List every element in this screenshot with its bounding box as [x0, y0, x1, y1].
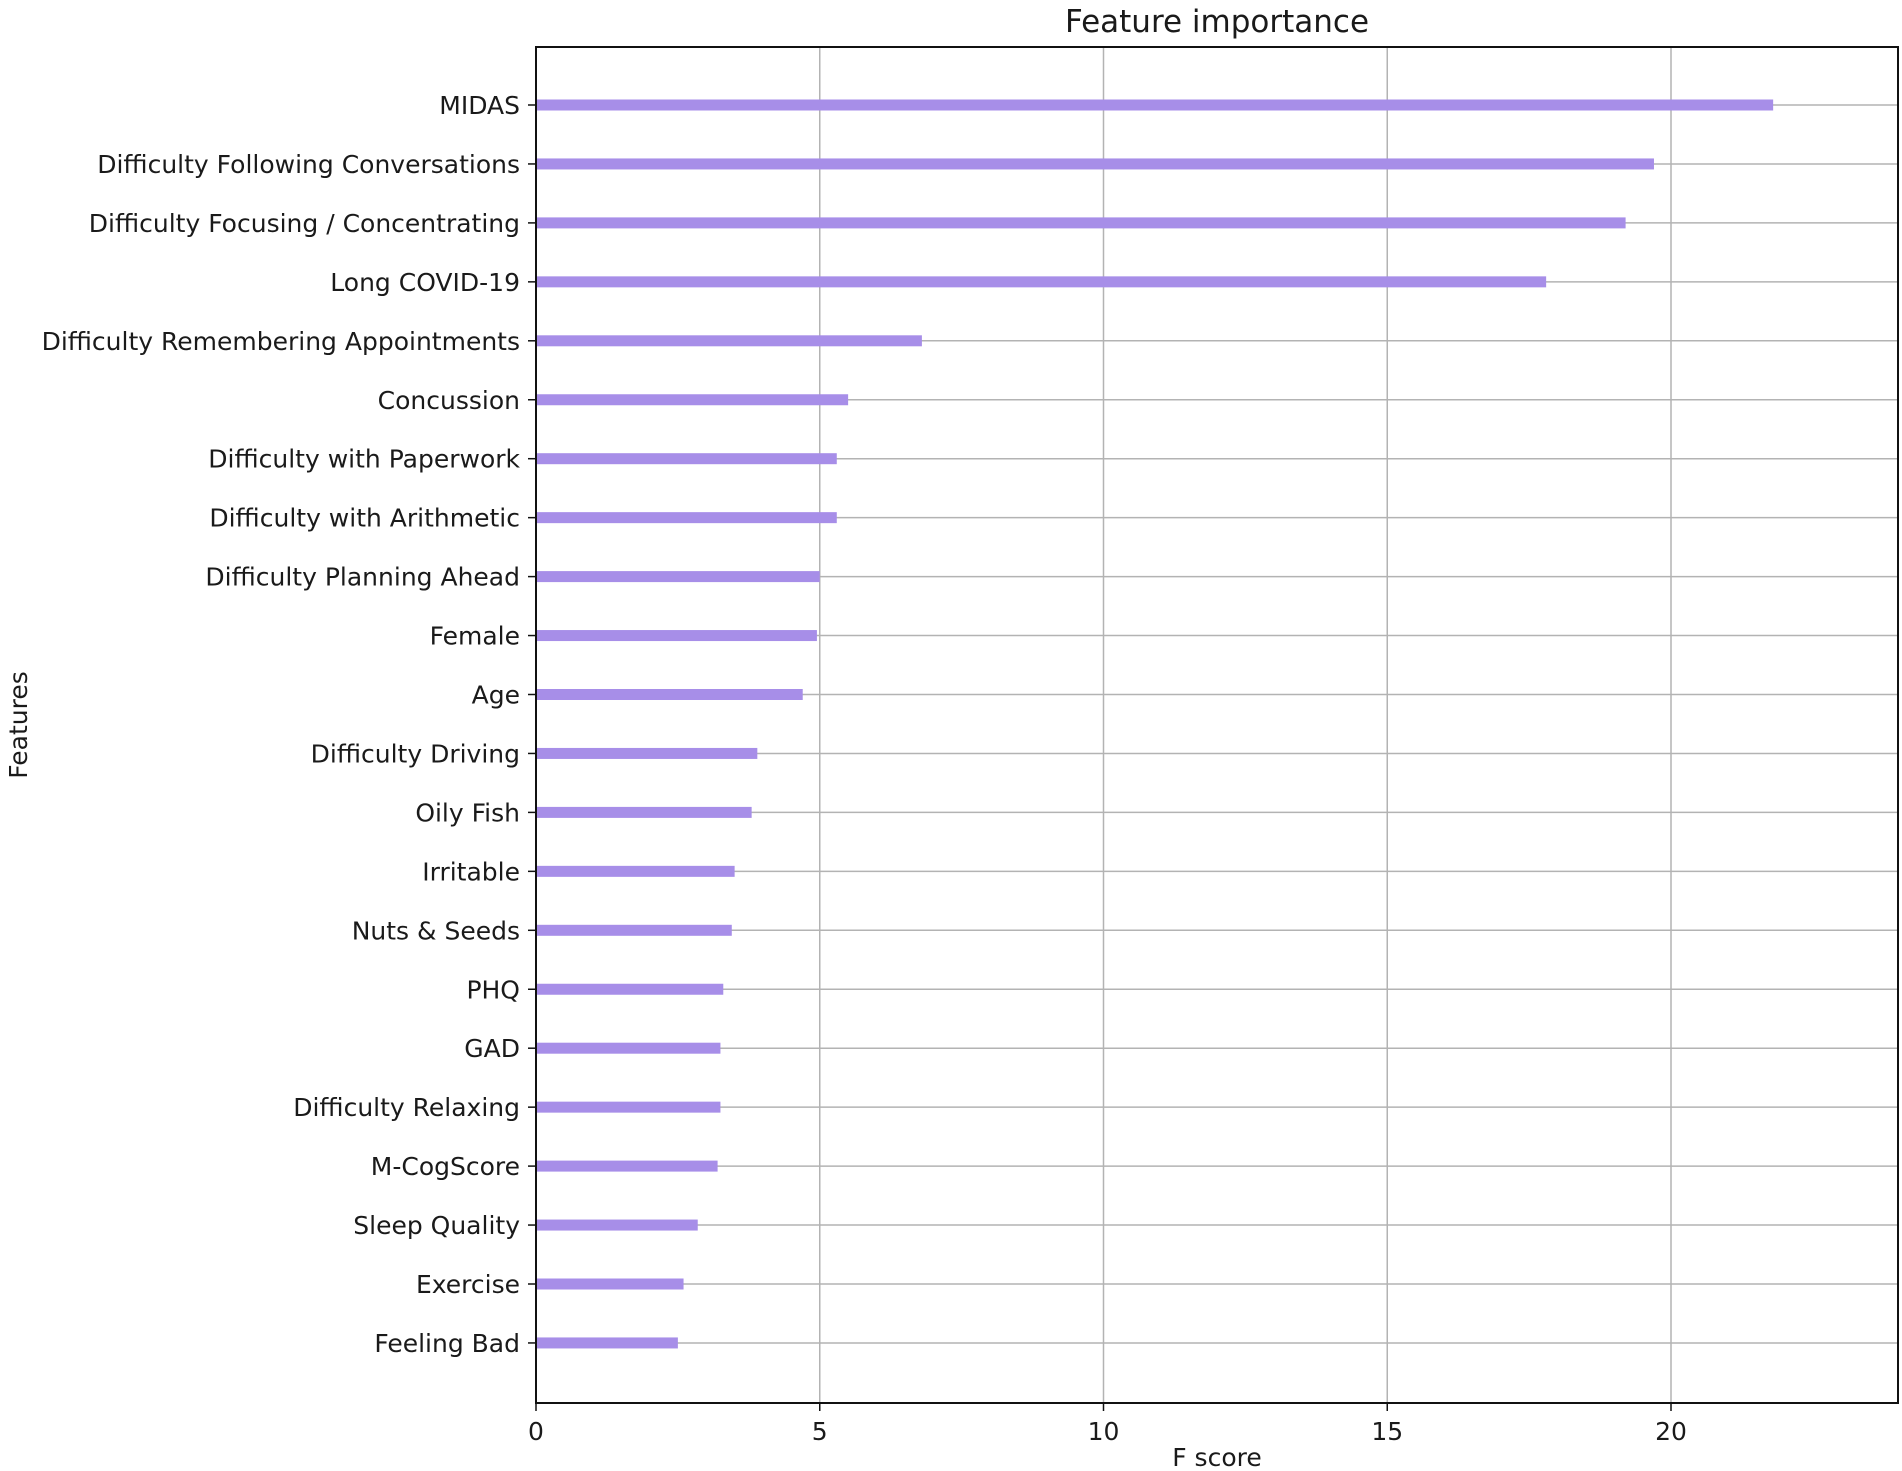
- bar: [536, 983, 724, 995]
- chart-title: Feature importance: [1065, 4, 1369, 40]
- bar: [536, 571, 820, 583]
- bar: [536, 630, 817, 642]
- x-axis-label: F score: [1172, 1443, 1262, 1471]
- category-label: Oily Fish: [415, 798, 520, 827]
- category-label: Sleep Quality: [353, 1211, 520, 1240]
- bar: [536, 747, 758, 759]
- bar: [536, 1219, 698, 1231]
- category-label: Nuts & Seeds: [352, 916, 520, 945]
- category-label: Irritable: [422, 857, 520, 886]
- category-label: Feeling Bad: [374, 1329, 520, 1358]
- x-axis-ticks: 0 5 10 15 20: [528, 1403, 1687, 1446]
- category-label: Long COVID-19: [330, 268, 520, 297]
- bar: [536, 806, 752, 818]
- y-axis-label: Features: [4, 671, 33, 779]
- category-label: Difficulty Focusing / Concentrating: [89, 209, 520, 238]
- category-label: Difficulty with Paperwork: [208, 445, 520, 474]
- category-label: Difficulty Driving: [311, 739, 520, 768]
- bar: [536, 1042, 721, 1054]
- bar: [536, 924, 732, 936]
- category-label: Difficulty Relaxing: [293, 1093, 520, 1122]
- bar: [536, 453, 837, 465]
- category-label: GAD: [464, 1034, 520, 1063]
- category-label: Female: [430, 622, 520, 651]
- bar: [536, 512, 837, 524]
- bar: [536, 394, 849, 406]
- bar: [536, 335, 922, 347]
- plot-frame: [535, 46, 1899, 1404]
- x-tick-label: 20: [1655, 1417, 1687, 1446]
- bar: [536, 865, 735, 877]
- x-tick-label: 10: [1088, 1417, 1120, 1446]
- y-axis-ticks: MIDAS Difficulty Following Conversations D…: [42, 91, 536, 1358]
- bar: [536, 217, 1626, 229]
- x-tick-label: 5: [812, 1417, 828, 1446]
- bar: [536, 1337, 678, 1349]
- category-label: Difficulty with Arithmetic: [209, 504, 520, 533]
- category-label: PHQ: [466, 975, 520, 1004]
- category-label: Difficulty Planning Ahead: [205, 563, 520, 592]
- x-tick-label: 0: [528, 1417, 544, 1446]
- bar: [536, 1101, 721, 1113]
- bar: [536, 99, 1774, 111]
- category-label: Concussion: [378, 386, 520, 415]
- bar: [536, 158, 1654, 170]
- x-tick-label: 15: [1371, 1417, 1403, 1446]
- category-label: Exercise: [416, 1270, 520, 1299]
- category-label: Age: [472, 681, 520, 710]
- bar: [536, 689, 803, 700]
- bar: [536, 1160, 718, 1172]
- vertical-gridlines: [819, 47, 1672, 1403]
- bar: [536, 276, 1547, 288]
- bars: [536, 99, 1774, 1349]
- category-label: Difficulty Remembering Appointments: [42, 327, 520, 356]
- category-label: M-CogScore: [371, 1152, 520, 1181]
- category-label: Difficulty Following Conversations: [97, 150, 520, 179]
- category-label: MIDAS: [439, 91, 520, 120]
- bar: [536, 1278, 684, 1290]
